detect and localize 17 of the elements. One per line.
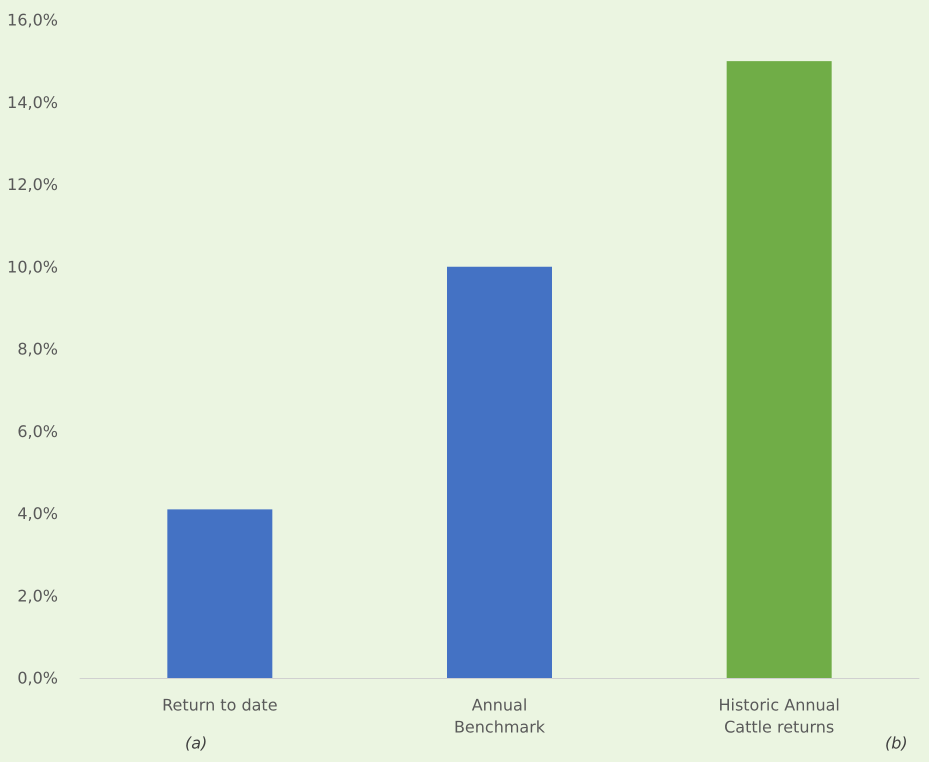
y-tick-label: 6,0% <box>17 422 58 441</box>
y-tick-label: 8,0% <box>17 340 58 358</box>
x-tick-label: Return to date <box>162 696 278 714</box>
y-tick-label: 14,0% <box>7 92 58 112</box>
y-tick-label: 4,0% <box>17 504 58 523</box>
y-tick-label: 2,0% <box>17 586 58 606</box>
x-tick-label: Historic Annual Cattle returns <box>718 696 840 736</box>
y-tick-label: 0,0% <box>17 668 58 688</box>
y-tick-label: 16,0% <box>7 10 58 30</box>
y-tick-label: 12,0% <box>7 175 58 194</box>
bar <box>167 509 272 678</box>
bar <box>726 61 832 678</box>
x-tick-label: Annual Benchmark <box>454 696 546 736</box>
text: (a) <box>185 734 208 752</box>
text: (b) <box>885 734 908 752</box>
y-tick-label: 10,0% <box>7 257 58 276</box>
bar <box>447 266 552 678</box>
